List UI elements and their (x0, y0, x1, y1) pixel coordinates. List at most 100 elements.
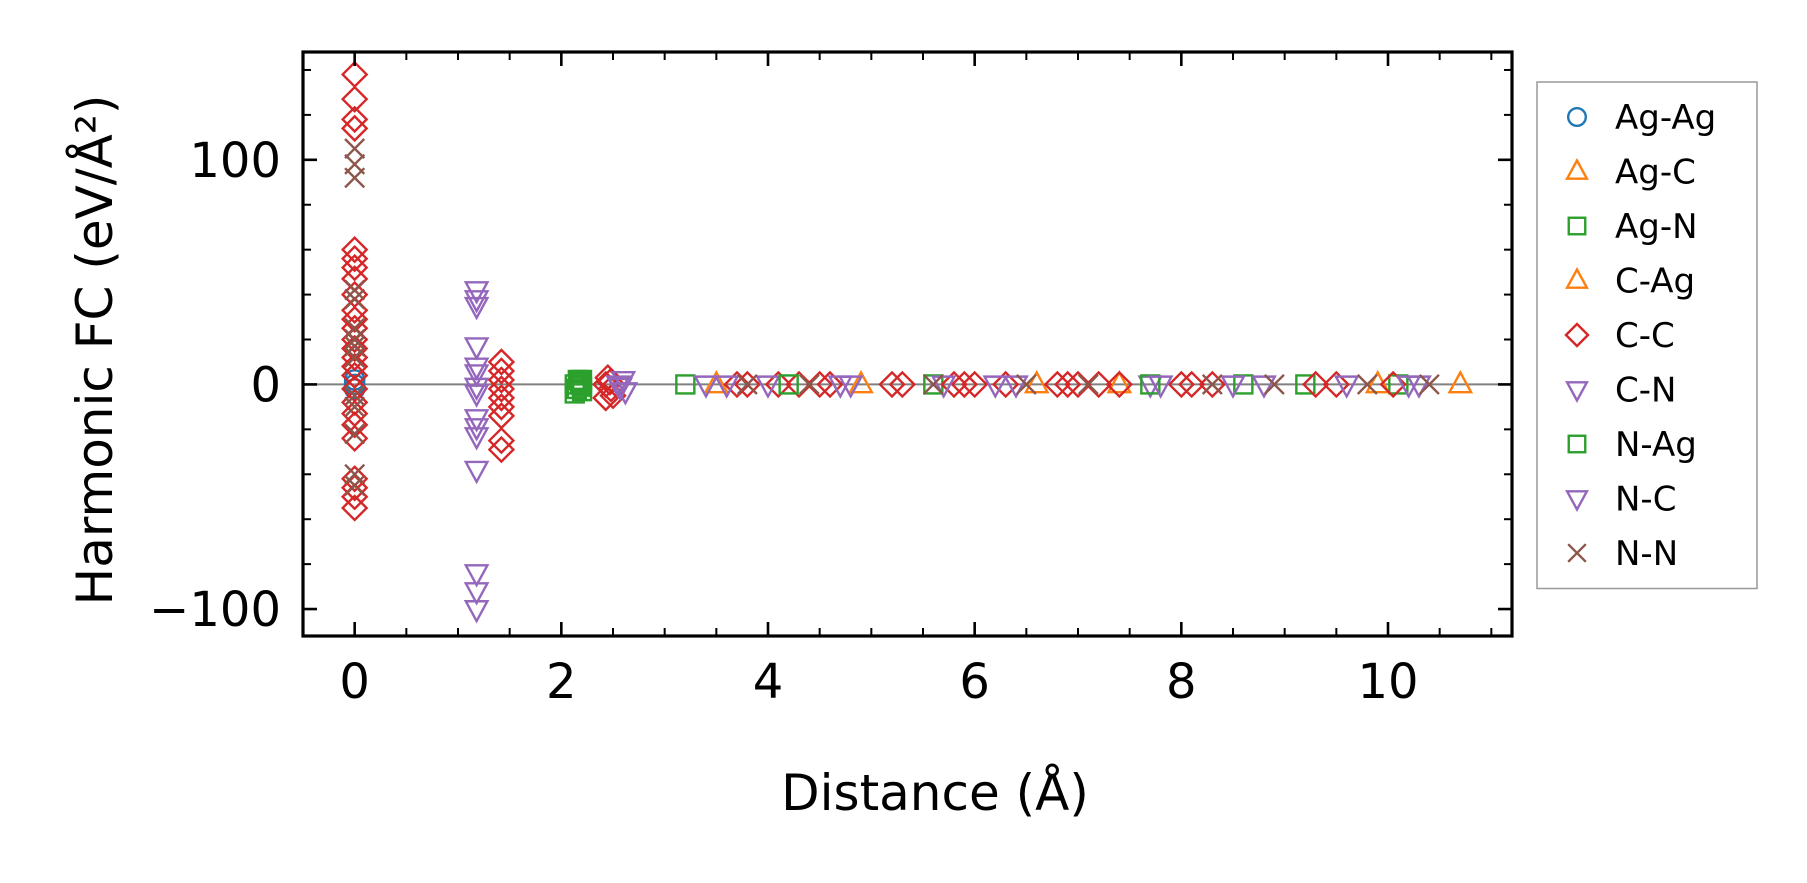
data-point (487, 402, 516, 430)
data-point (878, 370, 906, 399)
data-point (571, 369, 593, 391)
data-point (340, 361, 369, 390)
data-point (940, 370, 968, 399)
data-point (733, 370, 762, 399)
data-point (1198, 370, 1227, 399)
data-point (487, 426, 516, 455)
plot-frame (301, 50, 1514, 638)
data-point (340, 305, 369, 333)
series-c-c (340, 60, 1407, 522)
legend-marker (1564, 322, 1590, 348)
y-tick-label: −100 (149, 582, 281, 638)
data-point (1077, 373, 1099, 395)
legend-marker (1567, 434, 1587, 454)
data-point (487, 384, 516, 412)
data-point (569, 374, 591, 395)
data-point (463, 427, 490, 451)
data-point (340, 253, 369, 282)
data-point (848, 369, 874, 394)
data-point (1023, 369, 1050, 394)
data-point (675, 374, 696, 395)
x-tick-label: 10 (1357, 654, 1418, 710)
data-point (693, 375, 719, 399)
data-point (463, 296, 490, 321)
legend-marker (1566, 106, 1587, 127)
data-point (463, 377, 490, 402)
legend-label: N-C (1615, 480, 1676, 520)
data-point (340, 105, 369, 134)
data-point (960, 370, 989, 399)
legend-item: Ag-C (1565, 153, 1696, 193)
data-point (930, 375, 957, 399)
data-point (1301, 370, 1330, 399)
data-point (612, 382, 639, 406)
data-point (340, 114, 369, 143)
legend-label: C-C (1615, 316, 1675, 356)
data-point (1322, 370, 1351, 399)
data-point (607, 377, 634, 402)
legend-marker (1565, 266, 1589, 289)
legend-label: C-N (1615, 371, 1676, 411)
data-point (1447, 369, 1474, 394)
legend-item: N-N (1567, 534, 1678, 574)
legend-label: Ag-Ag (1615, 98, 1716, 138)
data-point (463, 290, 490, 314)
series-c-n (463, 281, 1432, 624)
series-n-n (344, 138, 1440, 496)
data-point (344, 423, 366, 445)
data-point (778, 374, 799, 395)
data-point (344, 138, 366, 160)
data-point (344, 167, 366, 189)
data-point (798, 373, 820, 395)
data-point (764, 370, 793, 399)
data-point (1295, 374, 1316, 395)
data-point (463, 357, 490, 381)
data-point (1177, 370, 1206, 399)
data-point (1147, 375, 1174, 399)
data-point (487, 435, 516, 464)
axes-layer: 0 2 4 6 8 10 −100 0 100 (149, 50, 1514, 710)
data-point (571, 380, 593, 402)
series-ag-c (848, 369, 1474, 394)
data-point (344, 288, 366, 310)
legend-item: N-C (1565, 480, 1676, 520)
legend-marker (1567, 543, 1587, 563)
data-point (816, 370, 844, 399)
y-tick-label: 0 (250, 357, 281, 413)
data-point (1043, 370, 1072, 399)
data-point (487, 348, 516, 376)
legend-item: C-C (1564, 316, 1675, 356)
data-point (344, 347, 366, 368)
data-point (991, 370, 1020, 399)
data-point (1106, 369, 1133, 394)
legend-item: Ag-Ag (1566, 98, 1716, 138)
legend-marker (1567, 216, 1587, 236)
data-point (344, 329, 366, 350)
legend-label: N-Ag (1615, 425, 1697, 465)
data-point (1263, 373, 1285, 395)
data-point (344, 279, 366, 301)
legend-marker (1565, 490, 1589, 513)
legend-label: N-N (1615, 534, 1678, 574)
data-point (837, 375, 864, 399)
data-point (888, 370, 917, 399)
x-tick-label: 0 (339, 654, 370, 710)
data-point (1015, 373, 1037, 395)
x-tick-label: 8 (1166, 654, 1197, 710)
data-point (487, 357, 516, 385)
data-point (340, 411, 369, 439)
data-point (340, 424, 369, 453)
data-point (1105, 370, 1134, 399)
data-point (463, 600, 490, 624)
data-point (463, 460, 490, 485)
x-tick-label: 4 (753, 654, 784, 710)
data-point (340, 494, 369, 522)
data-point (1418, 373, 1440, 395)
data-points-layer (340, 60, 1474, 624)
data-point (487, 393, 516, 421)
legend-item: C-N (1565, 371, 1676, 411)
legend-item: Ag-N (1567, 207, 1698, 247)
data-point (340, 334, 369, 363)
data-point (1220, 375, 1246, 399)
x-tick-label: 2 (546, 654, 577, 710)
